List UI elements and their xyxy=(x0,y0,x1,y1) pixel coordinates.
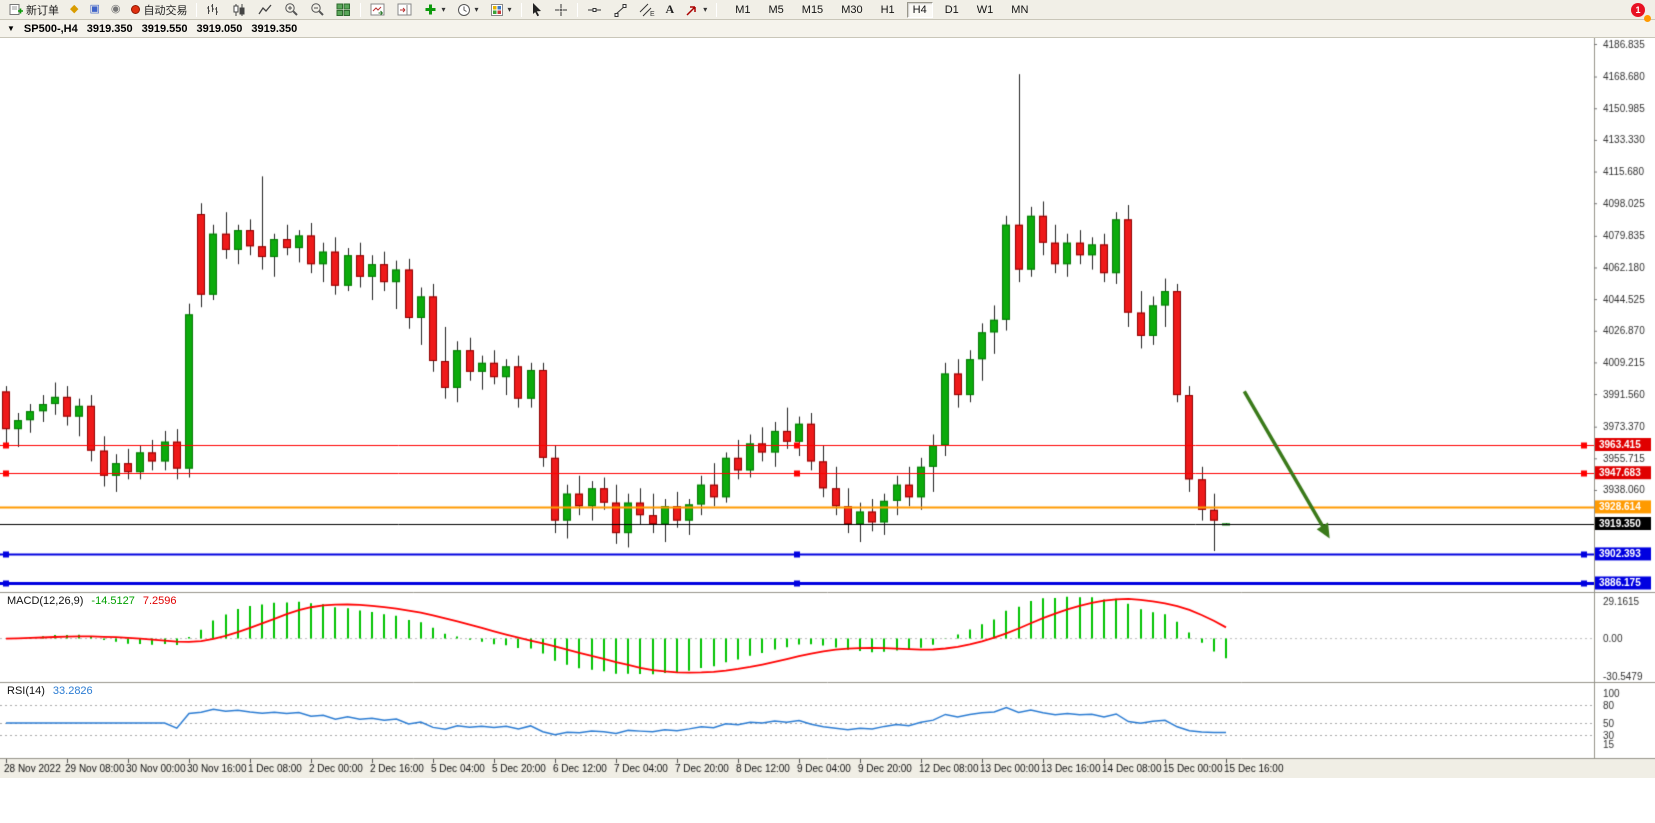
text-label-button[interactable]: A xyxy=(661,1,680,19)
rsi-header: RSI(14) 33.2826 xyxy=(7,685,93,697)
toolbar-separator xyxy=(360,2,362,17)
auto-trading-icon xyxy=(131,5,141,14)
crosshair-button[interactable] xyxy=(549,1,573,19)
toolbar-separator xyxy=(576,2,578,17)
auto-trading-label: 自动交易 xyxy=(143,4,188,17)
chart-shift-icon xyxy=(397,3,413,17)
auto-trading-button[interactable]: 自动交易 xyxy=(126,1,192,19)
toolbar-separator xyxy=(716,2,718,17)
periods-button[interactable]: ▾ xyxy=(452,1,484,19)
symbol-timeframe-label: SP500-,H4 xyxy=(23,22,78,35)
price-chart-canvas[interactable] xyxy=(0,38,1655,778)
timeframe-toolbar: M1 M5 M15 M30 H1 H4 D1 W1 MN xyxy=(729,1,1034,18)
symbol-dropdown-icon[interactable]: ▼ xyxy=(7,24,15,33)
timeframe-m30-button[interactable]: M30 xyxy=(835,2,868,18)
alerts-icon: ◉ xyxy=(110,3,121,15)
chevron-down-icon: ▾ xyxy=(507,5,512,14)
zoom-in-button[interactable] xyxy=(279,1,304,19)
zoom-out-button[interactable] xyxy=(305,1,330,19)
quote-open: 3919.350 xyxy=(86,22,133,35)
timeframe-m5-button[interactable]: M5 xyxy=(763,2,790,18)
alerts-button[interactable]: ◉ xyxy=(106,1,126,19)
svg-text:E: E xyxy=(650,11,655,17)
timeframe-h1-button[interactable]: H1 xyxy=(875,2,901,18)
crosshair-icon xyxy=(554,3,568,17)
bar-chart-button[interactable] xyxy=(201,1,226,19)
chart-window: MACD(12,26,9) -14.5127 7.2596 RSI(14) 33… xyxy=(0,38,1655,778)
line-chart-button[interactable] xyxy=(253,1,278,19)
quote-low: 3919.050 xyxy=(196,22,243,35)
toolbar-separator xyxy=(196,2,198,17)
macd-value: -14.5127 xyxy=(91,595,135,607)
templates-icon xyxy=(490,3,504,17)
timeframe-w1-button[interactable]: W1 xyxy=(971,2,1000,18)
timeframe-d1-button[interactable]: D1 xyxy=(939,2,965,18)
new-order-icon xyxy=(9,3,23,16)
timeframe-m1-button[interactable]: M1 xyxy=(729,2,756,18)
main-toolbar: 新订单 ◆ ▣ ◉ 自动交易 ▾ ▾ ▾ E A ▾ M1 M5 M15 M30… xyxy=(0,0,1655,22)
cursor-icon xyxy=(531,2,543,17)
timeframe-h4-button[interactable]: H4 xyxy=(906,1,933,18)
auto-scroll-button[interactable] xyxy=(365,1,391,19)
quote-bar: ▼ SP500-,H4 3919.350 3919.550 3919.050 3… xyxy=(0,20,1655,38)
text-tool-icon: A xyxy=(665,2,675,16)
new-order-button[interactable]: 新订单 xyxy=(4,1,64,19)
chart-shift-button[interactable] xyxy=(392,1,418,19)
horizontal-line-icon xyxy=(587,3,602,17)
new-chart-button[interactable]: ◆ xyxy=(65,1,83,19)
candlestick-chart-button[interactable] xyxy=(227,1,252,19)
indicators-button[interactable]: ▾ xyxy=(419,1,450,19)
tile-windows-icon xyxy=(336,3,351,17)
macd-header: MACD(12,26,9) -14.5127 7.2596 xyxy=(7,595,177,607)
auto-scroll-icon xyxy=(370,3,386,17)
line-chart-icon xyxy=(258,3,273,17)
new-chart-icon: ◆ xyxy=(70,3,79,15)
trendline-button[interactable] xyxy=(608,1,633,19)
macd-title: MACD(12,26,9) xyxy=(7,595,84,607)
notification-badge[interactable]: 1 xyxy=(1631,3,1645,17)
profiles-button[interactable]: ▣ xyxy=(84,1,104,19)
quote-close: 3919.350 xyxy=(251,22,298,35)
quote-high: 3919.550 xyxy=(141,22,188,35)
equidistant-channel-icon: E xyxy=(639,3,655,17)
toolbar-separator xyxy=(520,2,522,17)
profiles-icon: ▣ xyxy=(89,3,100,15)
arrows-button[interactable]: ▾ xyxy=(680,1,712,19)
add-indicator-icon xyxy=(424,3,437,16)
zoom-out-icon xyxy=(310,2,325,17)
chevron-down-icon: ▾ xyxy=(703,5,708,14)
alert-dot-icon xyxy=(1644,15,1651,22)
templates-button[interactable]: ▾ xyxy=(485,1,517,19)
chevron-down-icon: ▾ xyxy=(441,5,446,14)
rsi-value: 33.2826 xyxy=(52,685,93,697)
macd-signal-value: 7.2596 xyxy=(142,595,177,607)
candlestick-icon xyxy=(232,3,247,17)
trendline-icon xyxy=(613,3,628,17)
equidistant-channel-button[interactable]: E xyxy=(634,1,660,19)
rsi-title: RSI(14) xyxy=(7,685,45,697)
new-order-label: 新订单 xyxy=(26,4,59,17)
horizontal-line-button[interactable] xyxy=(582,1,607,19)
bar-chart-icon xyxy=(206,3,221,17)
chevron-down-icon: ▾ xyxy=(474,5,479,14)
zoom-in-icon xyxy=(284,2,299,17)
timeframe-mn-button[interactable]: MN xyxy=(1005,2,1034,18)
clock-icon xyxy=(457,3,471,17)
tile-windows-button[interactable] xyxy=(331,1,356,19)
timeframe-m15-button[interactable]: M15 xyxy=(796,2,829,18)
arrow-tool-icon xyxy=(685,3,699,17)
cursor-button[interactable] xyxy=(526,1,548,19)
